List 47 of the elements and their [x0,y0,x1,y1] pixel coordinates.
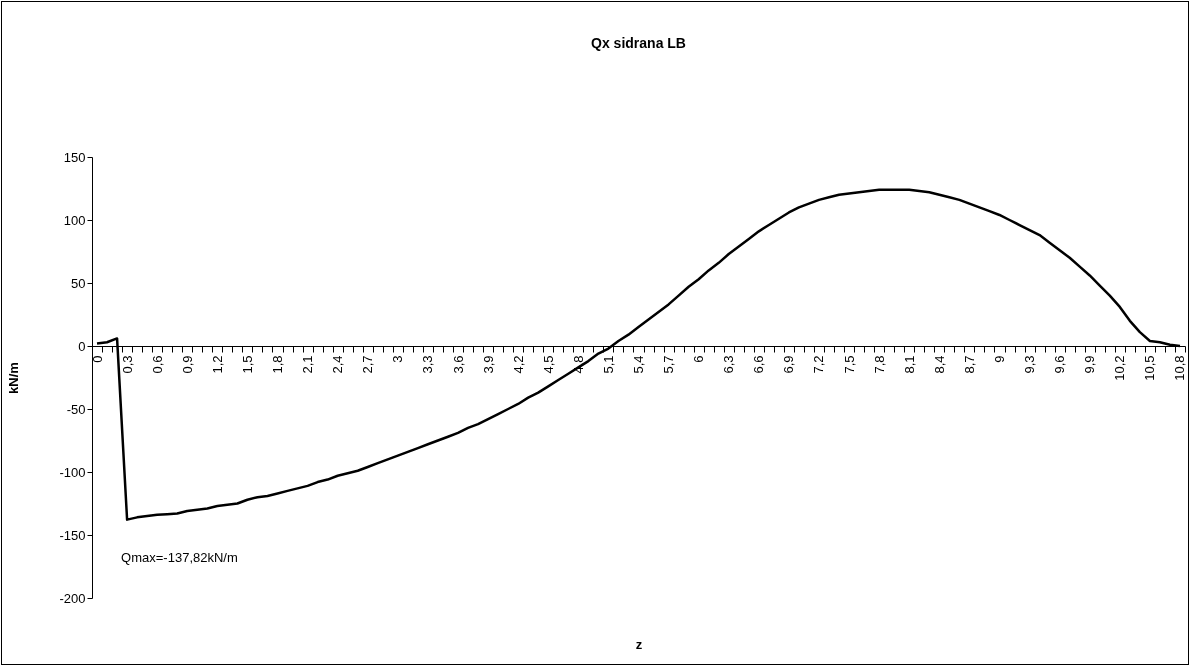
x-tick-label: 6,6 [751,355,767,374]
y-axis-title: kN/m [6,362,22,394]
y-tick-label: 100 [63,212,86,228]
x-tick-label: 9,3 [1022,355,1038,374]
x-tick-label: 8,1 [901,355,917,374]
x-tick-label: 2,7 [360,355,376,374]
x-tick-label: 1,5 [239,355,255,374]
x-tick-label: 0,9 [179,355,195,374]
x-tick-label: 3,6 [450,355,466,374]
x-tick-label: 6,3 [721,355,737,374]
x-tick-label: 8,4 [931,355,947,374]
x-tick-label: 6 [691,355,707,363]
x-tick-label: 2,1 [300,355,316,374]
x-tick-label: 0,3 [119,355,135,374]
x-tick-label: 1,2 [209,355,225,374]
x-tick-label: 3 [390,355,406,363]
y-tick-label: 150 [63,149,86,165]
x-tick-label: 5,4 [631,355,646,374]
x-tick-label: 7,2 [811,355,827,374]
x-tick-label: 4,5 [540,355,556,374]
y-tick-label: -200 [59,590,86,606]
x-tick-label: 0,6 [149,355,165,374]
x-tick-label: 10,5 [1142,355,1158,381]
x-tick-label: 6,9 [781,355,797,374]
chart-title: Qx sidrana LB [591,35,686,51]
x-tick-label: 3,3 [420,355,436,374]
x-tick-label: 9,9 [1082,355,1098,374]
x-tick-label: 5,1 [600,355,616,374]
x-axis-title: z [635,636,643,652]
x-tick-label: 1,8 [270,355,286,374]
y-tick-label: 50 [71,275,86,291]
x-tick-label: 3,9 [480,355,496,374]
x-tick-label: 7,8 [871,355,887,374]
y-tick-label: -100 [59,464,86,480]
x-tick-label: 0 [89,355,105,363]
x-tick-label: 9,6 [1052,355,1068,374]
annotation: Qmax=-137,82kN/m [121,549,238,565]
x-tick-label: 4,2 [510,355,526,374]
x-tick-label: 10,8 [1172,355,1188,381]
x-tick-label: 9 [991,355,1007,363]
y-tick-label: -150 [59,527,86,543]
x-tick-label: 2,4 [330,355,346,374]
x-tick-label: 8,7 [961,355,977,374]
x-tick-label: 5,7 [661,355,677,374]
x-tick-label: 10,2 [1112,355,1128,381]
x-tick-label: 7,5 [841,355,857,374]
y-tick-label: -50 [66,401,86,417]
